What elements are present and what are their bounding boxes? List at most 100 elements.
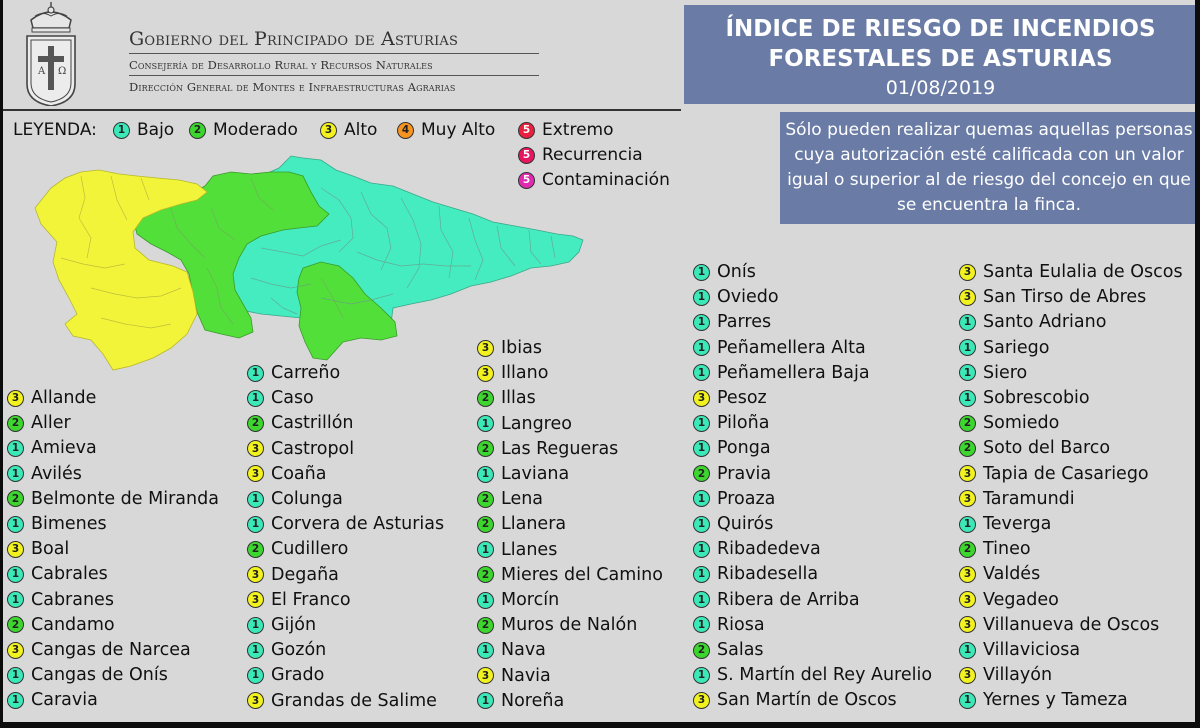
- legend-text: Muy Alto: [421, 120, 496, 140]
- risk-1-badge-icon: 1: [693, 414, 710, 432]
- risk-4-badge-icon: 4: [397, 121, 414, 139]
- risk-1-badge-icon: 1: [247, 666, 264, 684]
- risk-1-badge-icon: 1: [693, 591, 710, 609]
- municipality-name: Mieres del Camino: [501, 564, 663, 585]
- municipality-row: 2 Muros de Nalón: [477, 614, 637, 636]
- municipality-name: Nava: [501, 640, 546, 661]
- risk-1-badge-icon: 1: [7, 465, 24, 483]
- risk-3-badge-icon: 3: [477, 339, 494, 357]
- municipality-row: 2 Candamo: [7, 614, 115, 636]
- divider: [129, 53, 539, 54]
- risk-3-badge-icon: 3: [477, 364, 494, 382]
- municipality-row: 2 Somiedo: [959, 412, 1059, 434]
- risk-1-badge-icon: 1: [693, 263, 710, 281]
- risk-1-badge-icon: 1: [247, 515, 264, 533]
- risk-2-badge-icon: 2: [477, 566, 494, 584]
- risk-1-badge-icon: 1: [477, 465, 494, 483]
- municipality-row: 3 Allande: [7, 387, 96, 409]
- legend-item-muy-alto: 4 Muy Alto: [397, 120, 495, 140]
- municipality-row: 3 Taramundi: [959, 488, 1075, 510]
- risk-1-badge-icon: 1: [693, 565, 710, 583]
- municipality-row: 3 Grandas de Salime: [247, 690, 437, 712]
- risk-1-badge-icon: 1: [477, 541, 494, 559]
- municipality-name: Colunga: [271, 489, 343, 509]
- municipality-row: 1 S. Martín del Rey Aurelio: [693, 664, 932, 686]
- municipality-row: 1 Bimenes: [7, 513, 107, 535]
- report-date: 01/08/2019: [885, 77, 996, 99]
- municipality-name: Onís: [717, 262, 756, 282]
- risk-3-badge-icon: 3: [247, 692, 264, 710]
- risk-1-badge-icon: 1: [693, 339, 710, 357]
- header-divider: [3, 109, 681, 111]
- divider: [129, 75, 539, 76]
- municipality-name: Cangas de Onís: [31, 665, 168, 686]
- municipality-row: 3 Villanueva de Oscos: [959, 614, 1159, 636]
- municipality-name: Illas: [501, 388, 536, 409]
- municipality-row: 3 Coaña: [247, 463, 326, 485]
- legend-text: Moderado: [213, 120, 298, 140]
- risk-1-badge-icon: 1: [959, 515, 976, 533]
- municipality-row: 1 Caravia: [7, 689, 98, 711]
- municipality-name: Gijón: [271, 615, 317, 635]
- risk-2-badge-icon: 2: [477, 515, 494, 533]
- municipality-name: Parres: [717, 312, 772, 333]
- municipality-row: 1 Quirós: [693, 513, 773, 535]
- risk-1-badge-icon: 1: [247, 364, 264, 382]
- risk-2-badge-icon: 2: [693, 641, 710, 659]
- risk-3-badge-icon: 3: [477, 667, 494, 685]
- municipality-row: 1 Ribadedeva: [693, 538, 821, 560]
- risk-1-badge-icon: 1: [247, 641, 264, 659]
- risk-1-badge-icon: 1: [959, 339, 976, 357]
- municipality-row: 3 Valdés: [959, 563, 1040, 585]
- municipality-row: 2 Castrillón: [247, 412, 354, 434]
- risk-1-badge-icon: 1: [959, 389, 976, 407]
- legend-item-alto: 3 Alto: [320, 120, 377, 140]
- municipality-name: San Martín de Oscos: [717, 690, 897, 711]
- municipality-name: Sariego: [983, 337, 1050, 358]
- legend-text: Alto: [344, 120, 378, 140]
- municipality-name: S. Martín del Rey Aurelio: [717, 665, 933, 686]
- municipality-name: Coaña: [271, 463, 327, 484]
- municipality-row: 1 Siero: [959, 362, 1027, 384]
- municipality-row: 1 Cabrales: [7, 563, 108, 585]
- risk-3-badge-icon: 3: [959, 616, 976, 634]
- municipality-name: Proaza: [717, 488, 776, 509]
- municipality-row: 2 Lena: [477, 488, 543, 510]
- risk-3-badge-icon: 3: [959, 666, 976, 684]
- svg-text:A: A: [37, 66, 46, 77]
- risk-3-badge-icon: 3: [959, 263, 976, 281]
- municipality-row: 1 Grado: [247, 664, 324, 686]
- risk-1-badge-icon: 1: [247, 490, 264, 508]
- legend-text: Extremo: [542, 120, 614, 140]
- risk-2-badge-icon: 2: [477, 440, 494, 458]
- municipality-row: 3 Tapia de Casariego: [959, 463, 1149, 485]
- municipality-name: San Tirso de Abres: [983, 287, 1147, 308]
- risk-3-badge-icon: 3: [247, 465, 264, 483]
- municipality-row: 1 Caso: [247, 387, 314, 409]
- municipality-name: Oviedo: [717, 287, 779, 308]
- risk-2-badge-icon: 2: [7, 414, 24, 432]
- municipality-name: Cabranes: [31, 589, 114, 610]
- risk-1-badge-icon: 1: [113, 121, 130, 139]
- risk-3-badge-icon: 3: [693, 691, 710, 709]
- municipality-row: 1 Peñamellera Baja: [693, 362, 870, 384]
- municipality-name: Castropol: [271, 438, 355, 459]
- municipality-row: 1 Piloña: [693, 412, 769, 434]
- municipality-row: 1 Carreño: [247, 362, 340, 384]
- municipality-row: 1 Corvera de Asturias: [247, 513, 444, 535]
- municipality-row: 1 Amieva: [7, 437, 97, 459]
- risk-2-badge-icon: 2: [959, 540, 976, 558]
- municipality-name: Caso: [271, 388, 314, 409]
- municipality-row: 1 Cangas de Onís: [7, 664, 168, 686]
- risk-2-badge-icon: 2: [7, 490, 24, 508]
- municipality-row: 1 Sobrescobio: [959, 387, 1090, 409]
- municipality-row: 1 Morcín: [477, 589, 559, 611]
- municipality-name: Amieva: [31, 438, 97, 459]
- municipality-row: 1 Villaviciosa: [959, 639, 1080, 661]
- municipality-name: Taramundi: [983, 488, 1075, 509]
- municipality-row: 1 Yernes y Tameza: [959, 689, 1128, 711]
- risk-3-badge-icon: 3: [693, 389, 710, 407]
- municipality-row: 1 Llanes: [477, 539, 557, 561]
- risk-2-badge-icon: 2: [477, 389, 494, 407]
- region-moderate-risk-south: [296, 261, 398, 361]
